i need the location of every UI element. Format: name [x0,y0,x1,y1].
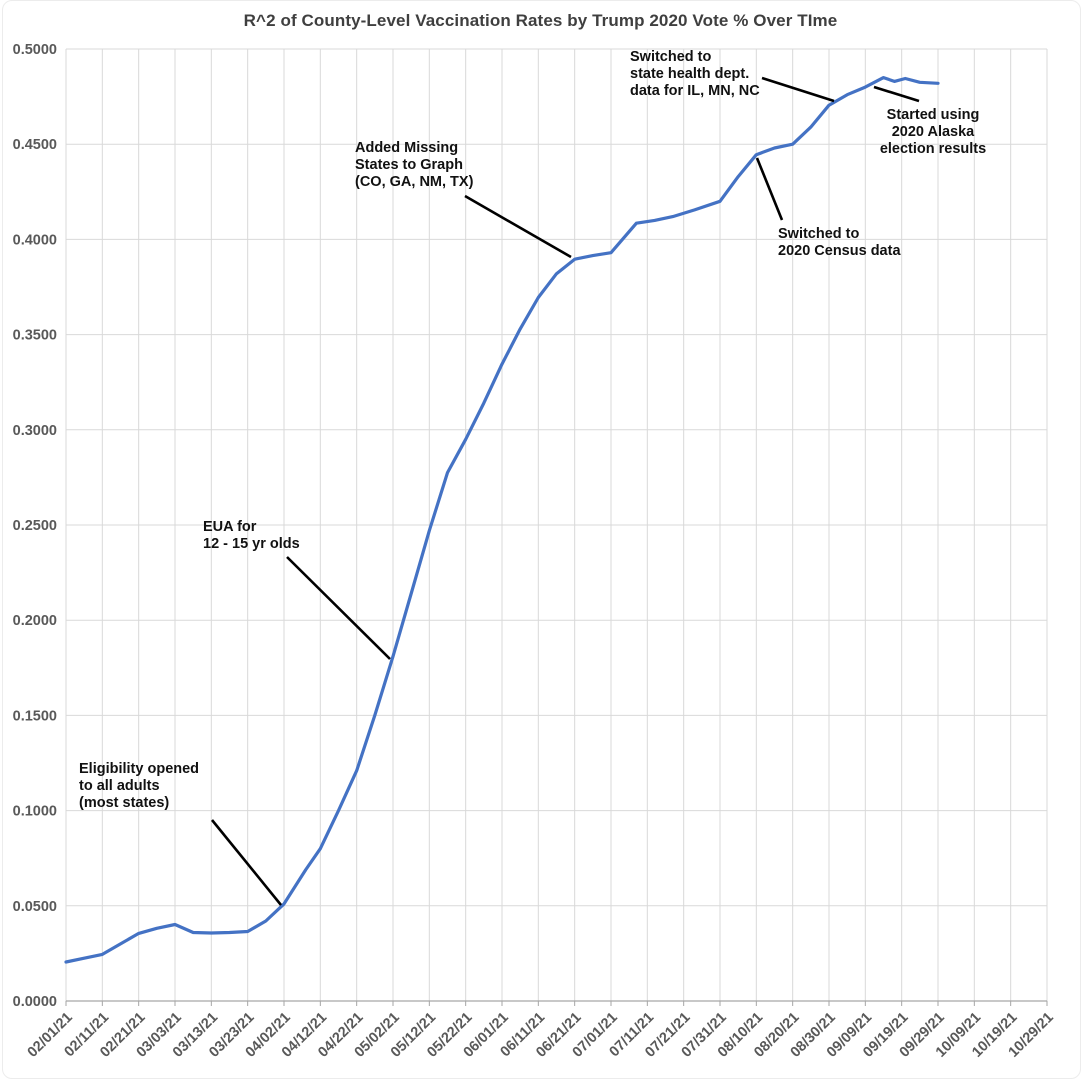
eua-note-leader-line [286,556,391,660]
health-dept-note-line: state health dept. [630,66,750,82]
y-tick-label: 0.2500 [13,518,57,534]
y-tick-label: 0.4500 [13,137,57,153]
eligibility-note-leader-line [210,819,283,906]
y-tick-label: 0.4000 [13,232,57,248]
alaska-note: Started using 2020 Alaska election results [813,107,1053,158]
y-tick-label: 0.0000 [13,994,57,1010]
census-note-line: Switched to [778,226,860,242]
eligibility-note: Eligibility opened to all adults (most sta… [79,761,199,812]
y-tick-label: 0.3500 [13,328,57,344]
alaska-note-leader-line [873,85,920,103]
health-dept-note-leader-line [761,76,835,103]
y-tick-label: 0.1000 [13,804,57,820]
eua-note-line: 12 - 15 yr olds [203,536,300,552]
missing-states-note: Added Missing States to Graph (CO, GA, NM,… [355,140,473,191]
eligibility-note-line: (most states) [79,795,170,811]
missing-states-note-line: States to Graph [355,157,463,173]
eua-note-line: EUA for [203,519,257,535]
alaska-note-line: Started using [886,107,980,123]
missing-states-note-line: Added Missing [355,140,459,156]
census-note-leader-line [755,157,784,221]
alaska-note-line: 2020 Alaska [891,124,975,140]
health-dept-note-line: data for IL, MN, NC [630,83,760,99]
eua-note: EUA for 12 - 15 yr olds [203,519,300,553]
y-tick-label: 0.2000 [13,613,57,629]
y-tick-label: 0.5000 [13,42,57,58]
alaska-note-line: election results [879,141,987,157]
missing-states-note-line: (CO, GA, NM, TX) [355,174,474,190]
eligibility-note-line: Eligibility opened [79,761,200,777]
chart-title: R^2 of County-Level Vaccination Rates by… [243,11,838,30]
y-tick-label: 0.3000 [13,423,57,439]
census-note: Switched to 2020 Census data [778,226,901,260]
y-tick-label: 0.1500 [13,708,57,724]
eligibility-note-line: to all adults [79,778,160,794]
data-line [64,75,940,964]
health-dept-note: Switched to state health dept. data for IL… [630,49,760,100]
census-note-line: 2020 Census data [778,243,901,259]
health-dept-note-line: Switched to [630,49,712,65]
missing-states-note-leader-line [464,194,572,259]
y-tick-label: 0.0500 [13,899,57,915]
